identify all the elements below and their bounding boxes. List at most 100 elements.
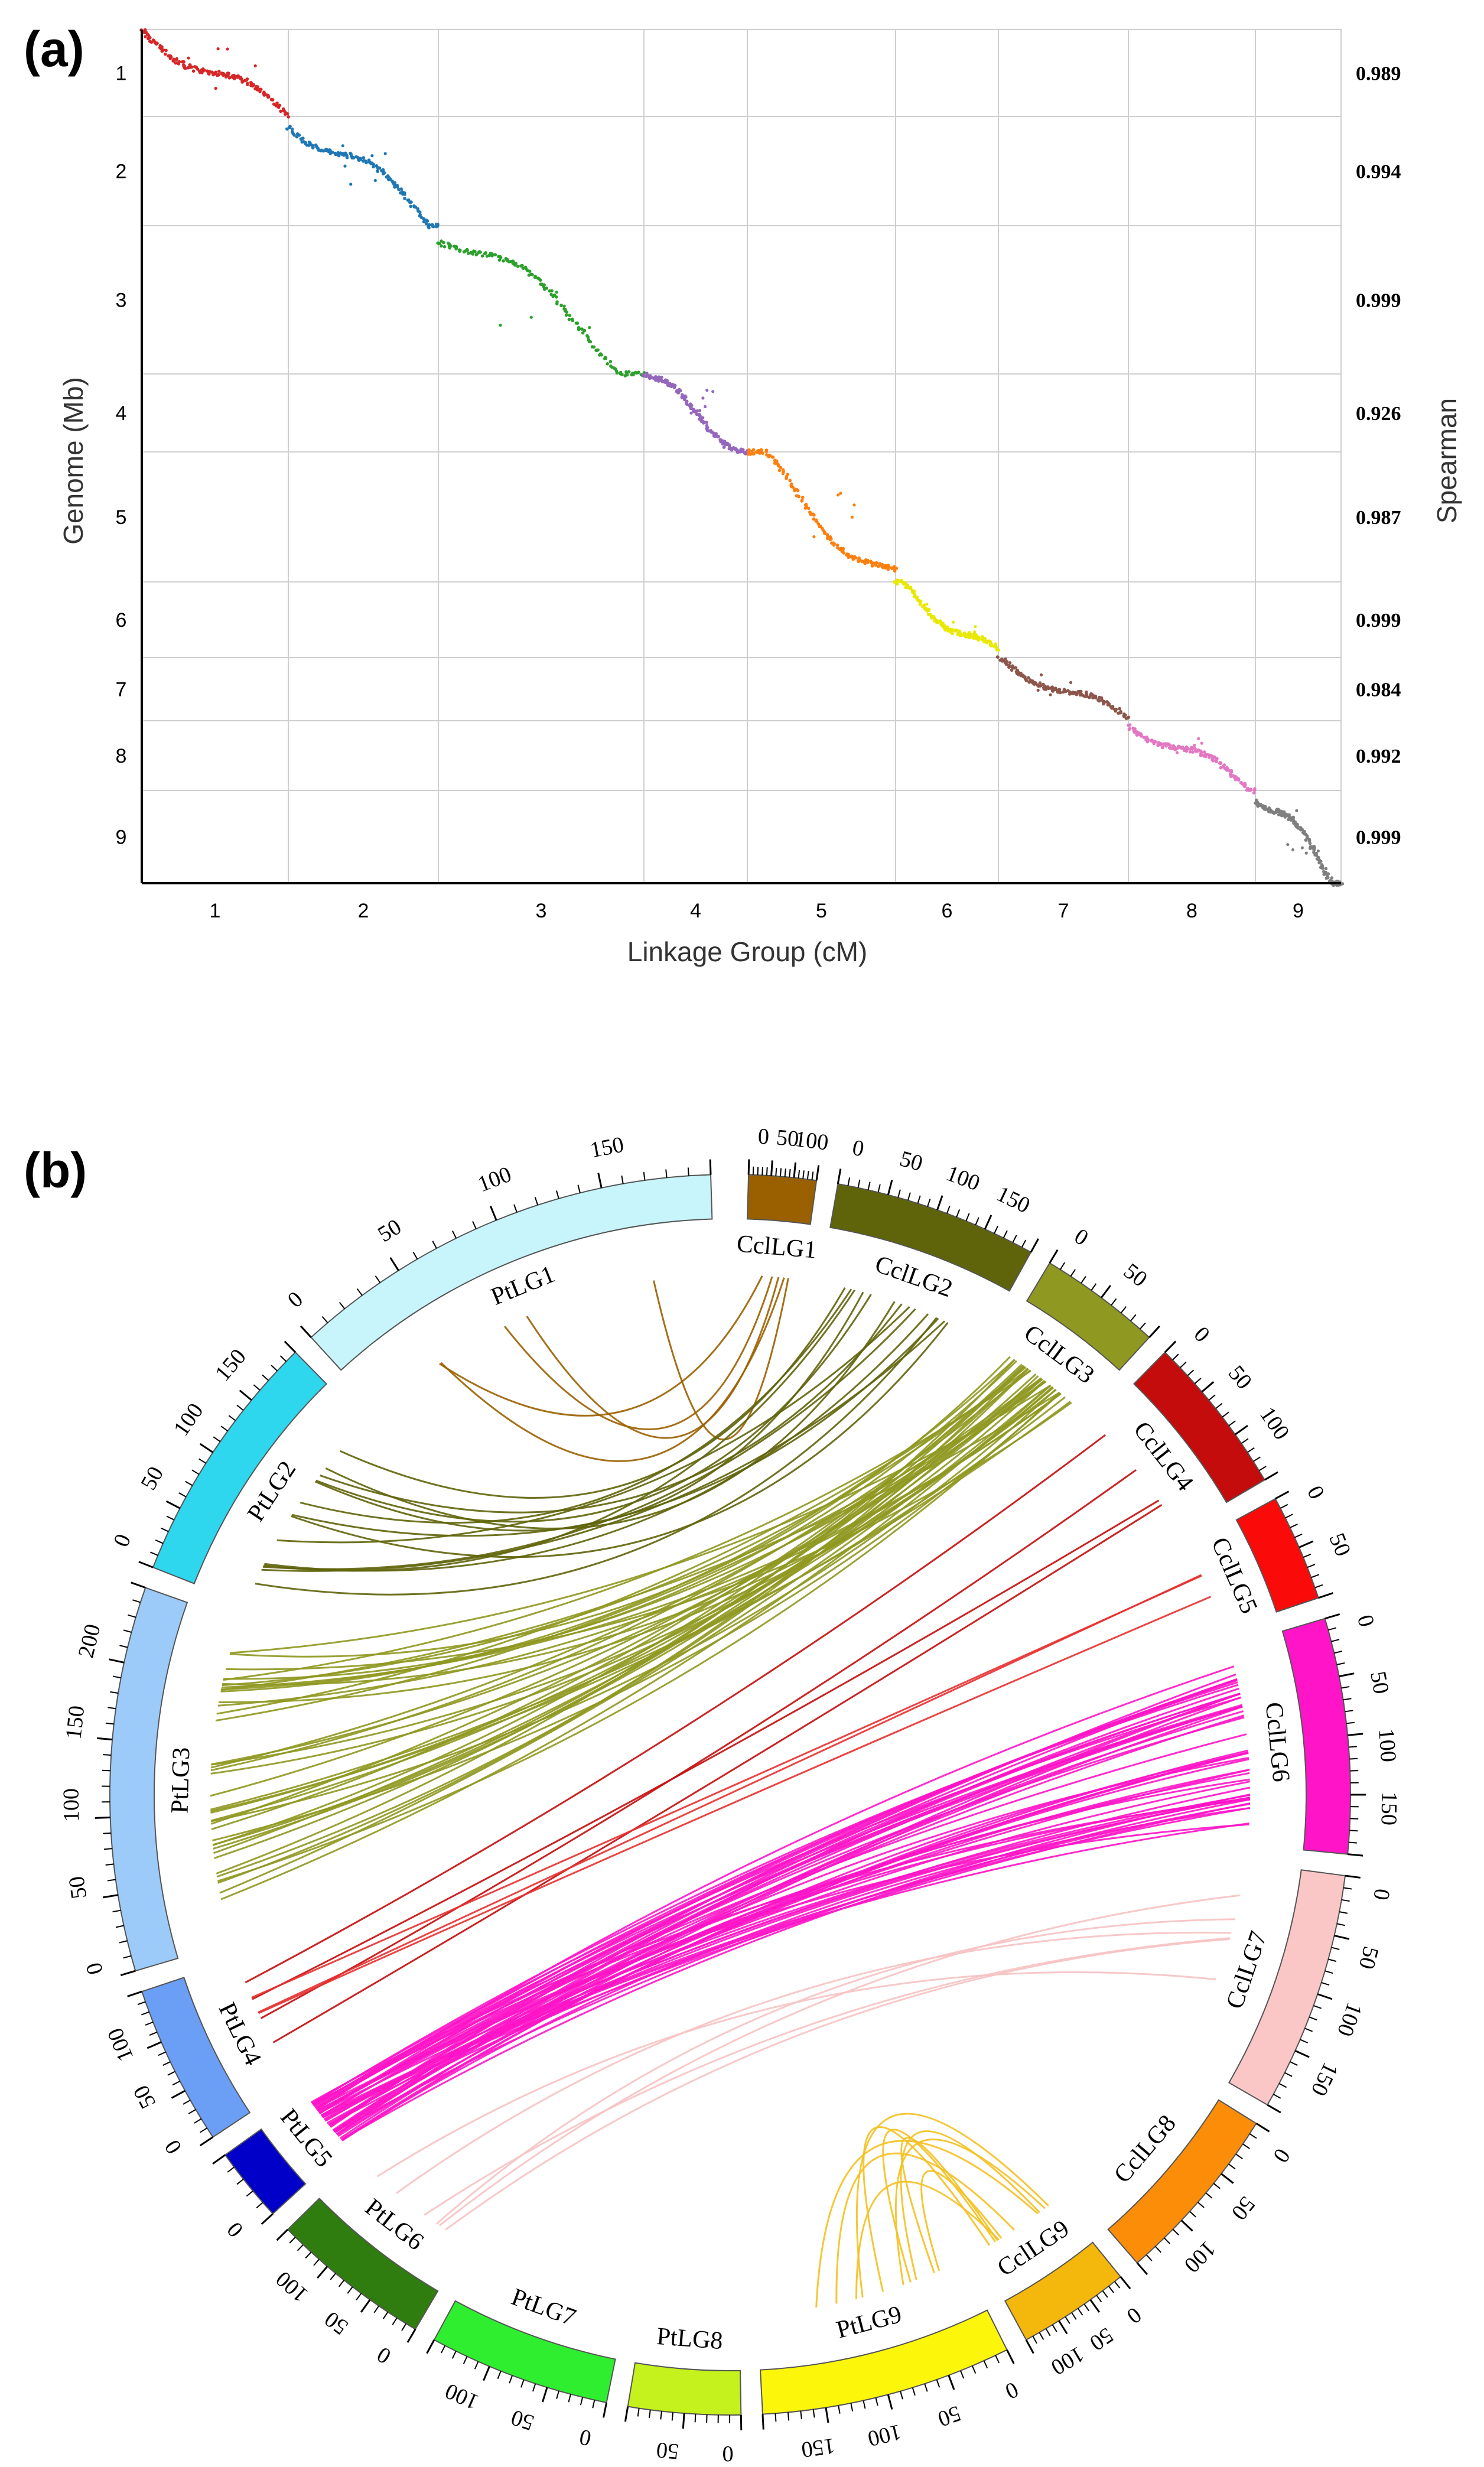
data-point [1069, 681, 1073, 684]
data-point [826, 535, 829, 539]
tick-mark [1059, 1262, 1066, 1270]
tick-mark [261, 2213, 274, 2225]
tick-mark [289, 2237, 296, 2244]
data-point [449, 244, 453, 248]
x-tick-label: 9 [1293, 900, 1304, 922]
tick-mark [165, 1500, 181, 1509]
data-point [418, 213, 422, 217]
data-point [777, 468, 782, 473]
tick-mark [1348, 1853, 1363, 1857]
synteny-link [322, 1822, 1249, 2118]
tick-mark [1091, 1283, 1097, 1291]
synteny-link [220, 1359, 1016, 1693]
tick-mark [1341, 1686, 1350, 1689]
data-point [370, 154, 374, 158]
tick-mark [1172, 2228, 1180, 2236]
synteny-link [223, 1369, 1031, 1681]
data-point [812, 535, 816, 539]
data-point [246, 82, 249, 86]
data-point [1199, 749, 1203, 753]
data-point [747, 448, 751, 452]
synteny-link [210, 1378, 1043, 1797]
circos-tick-label: 0 [1070, 1223, 1092, 1251]
circos-tick-label: 0 [1001, 2377, 1022, 2404]
data-point [839, 492, 842, 495]
data-point [751, 448, 756, 452]
synteny-link [376, 1971, 1216, 2178]
tick-mark [339, 1301, 346, 1310]
data-point [564, 313, 568, 317]
chromosome-band [1132, 1351, 1266, 1503]
synteny-link [211, 1387, 1055, 1766]
data-point [821, 528, 825, 532]
data-point [182, 60, 186, 64]
data-point [705, 421, 708, 424]
circos-tick-label: 100 [1047, 2341, 1088, 2380]
data-point [606, 362, 609, 366]
data-point [786, 473, 790, 476]
data-point [608, 360, 613, 363]
data-point [352, 156, 356, 160]
data-point [812, 513, 816, 517]
tick-mark [1108, 2286, 1114, 2293]
synteny-link [855, 2180, 1000, 2299]
data-point [1119, 710, 1122, 714]
data-point [1153, 740, 1157, 744]
tick-mark [356, 1288, 363, 1296]
tick-mark [513, 1204, 518, 1213]
tick-mark [757, 1167, 759, 1176]
tick-mark [102, 1832, 112, 1834]
data-point [217, 70, 221, 73]
synteny-link [311, 1697, 1241, 2104]
tick-mark [145, 2021, 154, 2026]
data-point [425, 219, 429, 223]
tick-mark [102, 1894, 119, 1899]
data-point [958, 629, 961, 633]
tick-mark [1255, 2123, 1270, 2133]
data-point [275, 101, 279, 105]
circos-tick-label: 150 [1376, 1791, 1401, 1825]
tick-mark [825, 2407, 829, 2423]
tick-mark [489, 1205, 497, 1221]
data-point [1128, 727, 1132, 731]
data-point [226, 47, 229, 51]
data-point [1304, 838, 1308, 842]
tick-mark [1264, 1471, 1278, 1481]
chromosome-PtLG3: 0 50 100 150 200 PtLG3 [58, 1581, 195, 1977]
spearman-value: 0.999 [1356, 610, 1401, 632]
data-point [1175, 751, 1179, 754]
synteny-link [323, 1781, 1250, 2120]
data-point [1038, 681, 1042, 685]
data-point [437, 242, 441, 246]
tick-mark [1045, 2328, 1051, 2336]
data-points [139, 28, 1345, 887]
data-point [1094, 696, 1098, 699]
tick-mark [1318, 1592, 1333, 1599]
data-point [1071, 691, 1075, 694]
tick-mark [960, 2370, 965, 2379]
tick-mark [1077, 2307, 1083, 2316]
tick-mark [1228, 1420, 1236, 1427]
data-point [427, 226, 431, 230]
data-point [514, 262, 518, 265]
tick-mark [747, 1159, 750, 1175]
tick-mark [1039, 2332, 1044, 2340]
chromosome-label: CclLG7 [1221, 1928, 1273, 2012]
synteny-link [835, 2152, 1016, 2304]
circos-tick-label: 100 [271, 2266, 313, 2307]
data-point [442, 245, 447, 249]
tick-mark [837, 1169, 842, 1184]
data-point [279, 109, 282, 113]
synteny-link [312, 1772, 1250, 2105]
synteny-link [653, 1278, 789, 1440]
tick-mark [556, 2390, 559, 2399]
data-point [341, 144, 344, 148]
tick-mark [1350, 1770, 1359, 1772]
tick-mark [900, 2391, 903, 2400]
chromosome-band [1281, 1617, 1351, 1855]
y-tick-label: 3 [116, 289, 127, 312]
data-point [253, 64, 257, 68]
tick-mark [1336, 1923, 1345, 1926]
data-point [177, 62, 181, 66]
tick-mark [441, 2345, 446, 2354]
